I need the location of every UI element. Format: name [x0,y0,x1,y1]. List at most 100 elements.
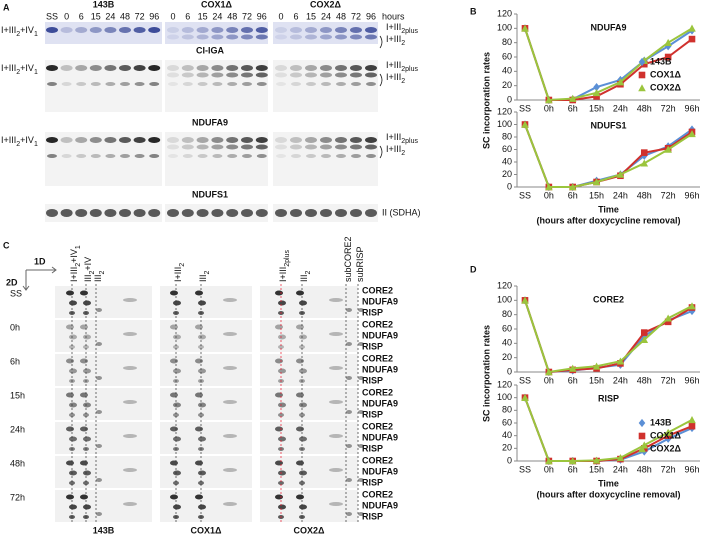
band [242,154,252,158]
data-point [688,130,696,138]
spot [96,444,102,448]
y-tick-label: 80 [502,405,512,415]
data-point [545,368,553,376]
x-tick-label: 0h [544,464,554,474]
lane-label: 96 [366,11,376,21]
group-name: COX1Δ [201,0,233,9]
band [46,137,58,143]
text-part: 2 [305,270,312,274]
spot [358,512,364,516]
band [350,34,362,40]
protein-label: CORE2 [362,455,393,465]
spot [296,460,304,466]
spot [198,470,206,476]
band [350,65,362,71]
band [321,154,331,158]
band [241,144,253,150]
data-point [521,120,529,128]
spot [83,481,89,485]
band [76,154,87,158]
x-tick-label: 72h [661,103,676,113]
spot [299,470,307,476]
text-part: 1 [34,69,38,76]
y-tick-label: 20 [502,352,512,362]
band [104,209,117,217]
data-point [593,83,600,92]
band [196,144,209,150]
spot [66,324,74,330]
band [181,34,194,40]
spot [275,392,283,398]
band [197,154,208,158]
gel-image [160,320,252,352]
protein-label: RISP [362,477,383,487]
spot [123,332,137,336]
bracket [379,35,383,49]
text-part: III [93,274,103,282]
y-tick-label: 40 [502,156,512,166]
data-point [638,71,646,79]
spot [69,481,75,485]
x-tick-label: SS [519,464,531,474]
band [335,65,347,71]
spot [173,368,181,374]
data-point [616,170,625,178]
text-part: +IV [20,135,34,145]
data-point [592,89,601,97]
band [182,154,193,158]
spot [223,434,237,438]
y-axis-label: SC incorporation rates [481,52,491,149]
gel-image [260,388,358,420]
spot [69,413,75,417]
band [306,154,316,158]
text-part: I+III [1,25,16,35]
band [104,65,117,71]
lane-label: 24 [321,11,331,21]
panel-label: D [470,264,477,274]
data-point [593,93,600,100]
data-point [638,432,646,440]
band [290,72,302,78]
series-line [524,397,693,462]
data-point [664,145,672,153]
spot [299,368,307,374]
data-point [640,329,648,336]
x-tick-label: 48h [637,103,652,113]
spot [278,504,286,510]
complex-label: I+III2plus [386,60,419,72]
y-axis-label: SC incorporation rates [481,325,491,422]
spot [299,413,305,417]
spot [170,290,178,296]
spot [170,358,178,364]
spot [275,460,283,466]
band [211,34,224,40]
band [148,27,161,33]
spot [198,300,206,306]
spot [195,460,203,466]
lane-label: 96 [257,11,267,21]
series-line [524,124,693,188]
spot [83,368,91,374]
text-part: 2 [99,270,106,274]
arrow [22,266,57,291]
text-part: 2plus [401,138,418,145]
text-part: III [83,274,93,282]
spot [299,402,307,408]
band [60,27,73,33]
spot [170,494,178,500]
spot [69,368,77,374]
band [305,65,317,71]
band [148,65,161,71]
band [75,65,88,71]
spot [123,468,137,472]
spot [96,376,102,380]
spot [83,334,91,340]
band [46,209,58,217]
text-part: 2 [75,263,82,267]
spot [66,392,74,398]
band [148,137,161,143]
band [365,27,377,33]
band [320,209,332,217]
band [212,82,223,86]
spot [66,426,74,432]
